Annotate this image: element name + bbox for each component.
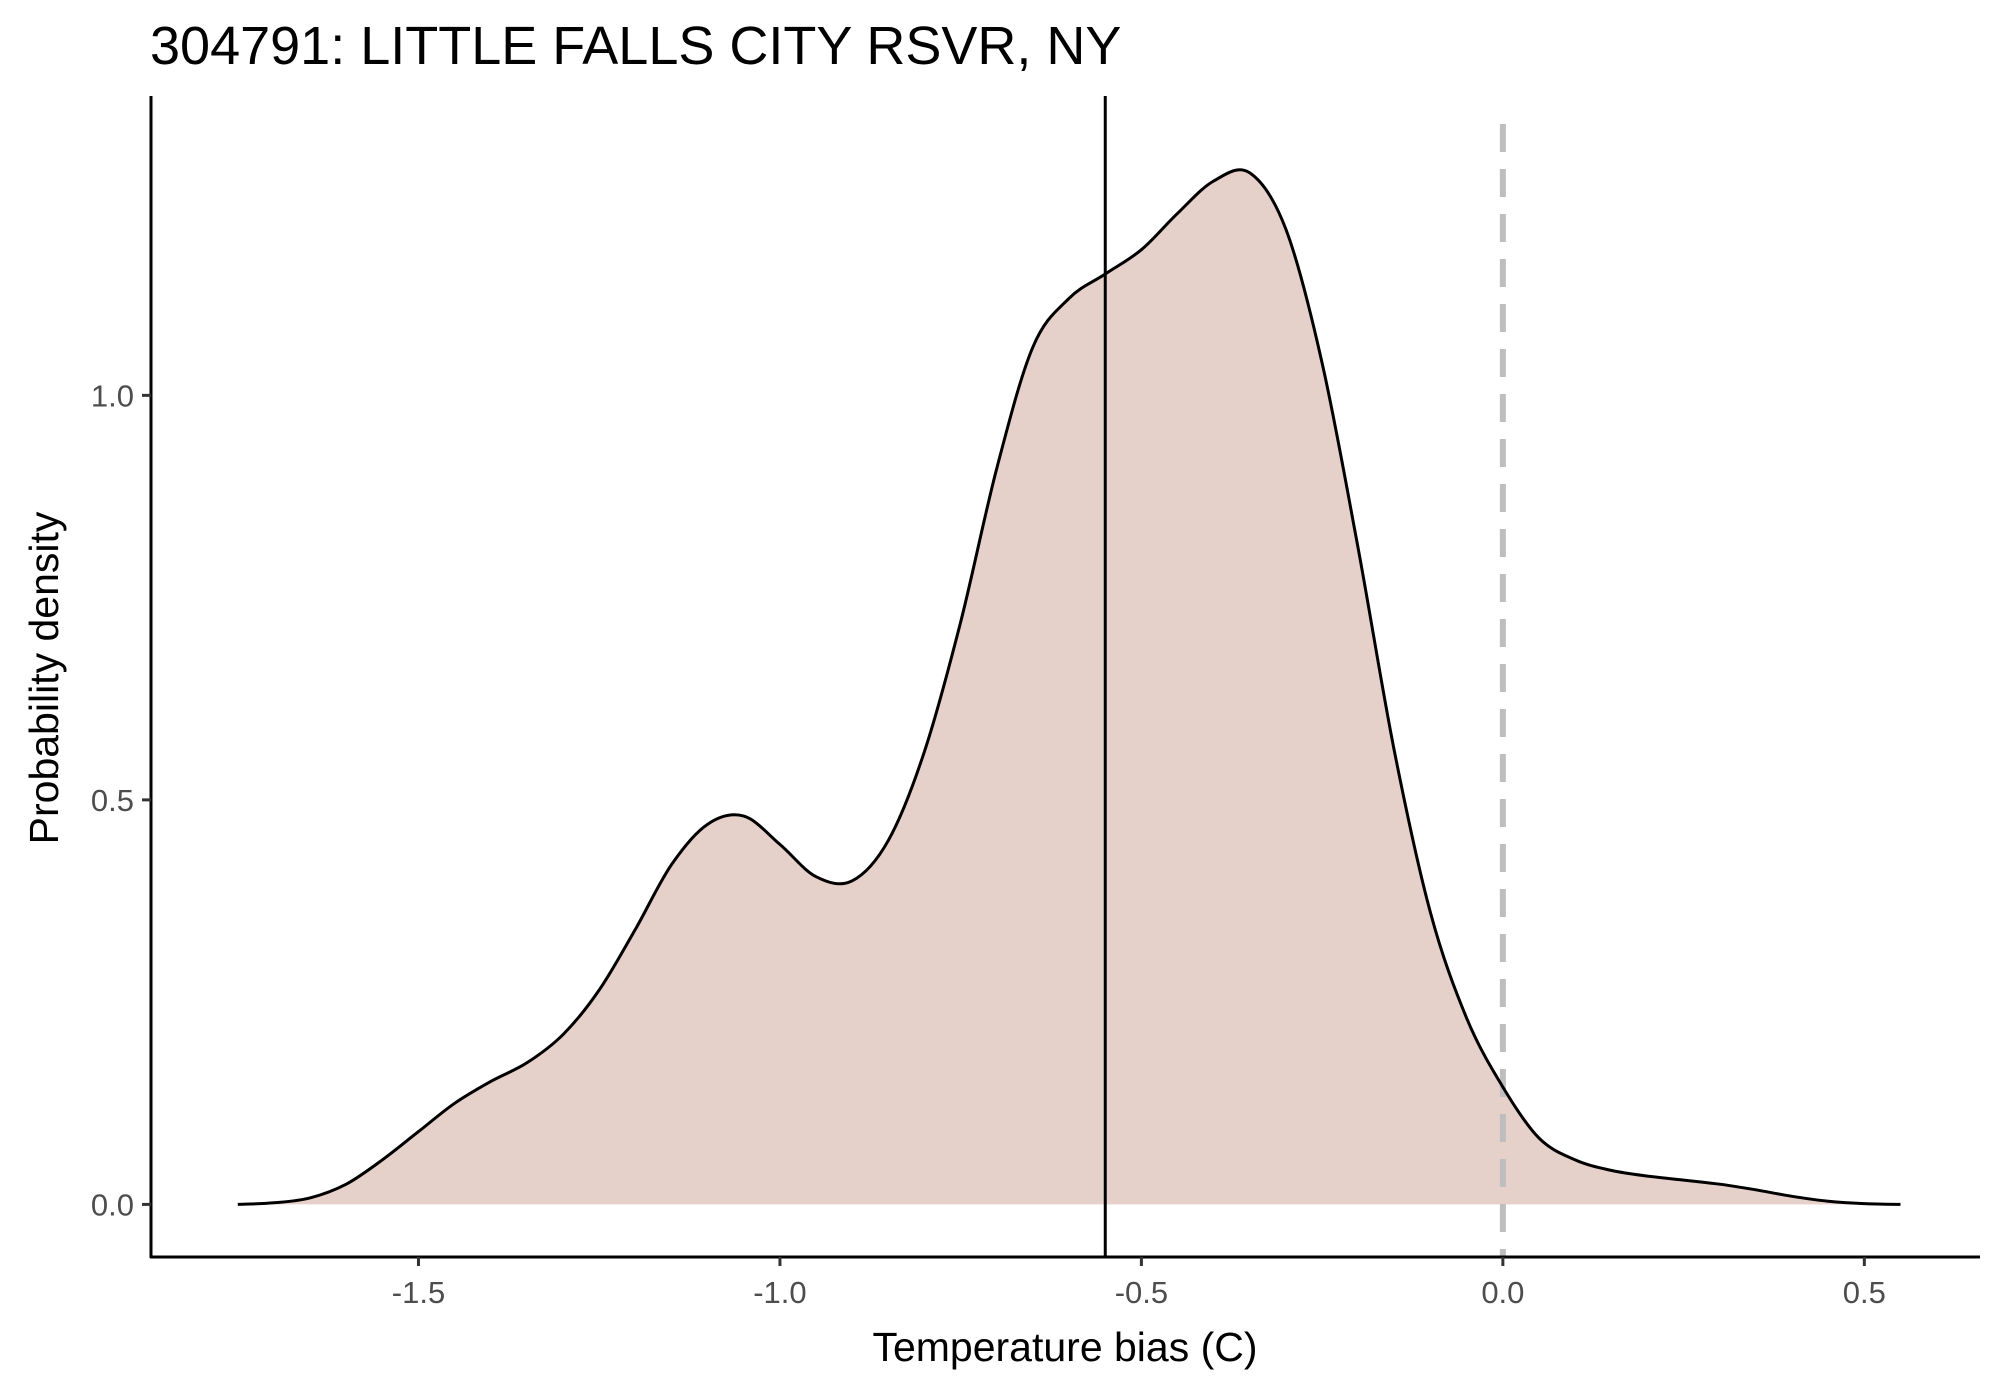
chart-title: 304791: LITTLE FALLS CITY RSVR, NY: [150, 16, 1121, 76]
y-tick-label: 0.0: [91, 1187, 134, 1222]
y-tick-label: 0.5: [91, 783, 134, 818]
y-tick-label: 1.0: [91, 378, 134, 413]
x-tick-label: 0.0: [1481, 1275, 1524, 1310]
x-axis-ticks: -1.5 -1.0 -0.5 0.0 0.5: [392, 1257, 1886, 1310]
density-area: [237, 169, 1901, 1205]
x-tick-label: -1.0: [753, 1275, 806, 1310]
x-tick-label: -0.5: [1115, 1275, 1168, 1310]
plot-area: [237, 96, 1901, 1257]
y-axis-ticks: 0.0 0.5 1.0: [91, 378, 151, 1222]
x-tick-label: 0.5: [1843, 1275, 1886, 1310]
x-tick-label: -1.5: [392, 1275, 445, 1310]
x-axis-title: Temperature bias (C): [872, 1324, 1257, 1370]
y-axis-title: Probability density: [21, 511, 67, 844]
density-line: [237, 168, 1901, 1206]
